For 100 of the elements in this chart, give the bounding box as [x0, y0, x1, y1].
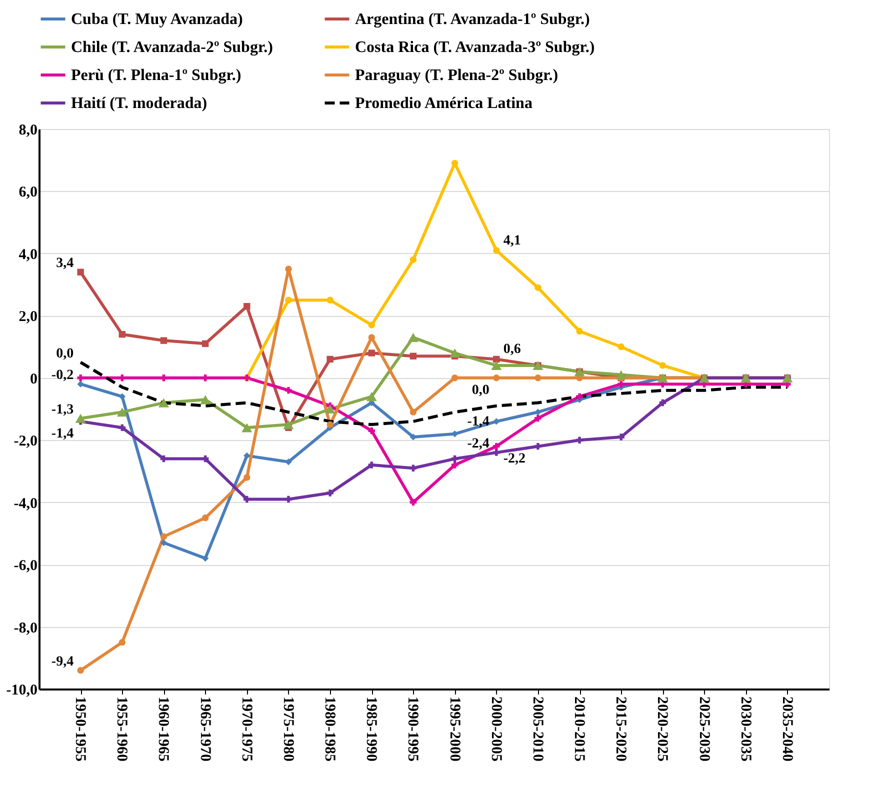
x-tick-label: 2010-2015 — [571, 696, 588, 762]
point — [118, 374, 126, 382]
y-tick-label: -8,0 — [14, 620, 38, 636]
data-label: -1,3 — [51, 402, 74, 418]
x-tick-label: 1970-1975 — [238, 696, 254, 762]
y-tick-label: -10,0 — [6, 682, 38, 698]
point — [368, 334, 375, 341]
point — [118, 638, 126, 646]
point — [534, 408, 542, 416]
x-tick-label: 1960-1965 — [155, 696, 172, 762]
point — [410, 352, 417, 360]
y-tick-label: 0 — [30, 371, 38, 388]
point — [77, 374, 84, 382]
point — [410, 498, 417, 506]
point — [116, 408, 128, 417]
point — [410, 256, 417, 264]
point — [244, 302, 250, 310]
point — [77, 666, 84, 674]
data-label: 4,1 — [503, 233, 521, 248]
point — [118, 330, 126, 338]
point — [576, 436, 583, 444]
point — [659, 362, 666, 369]
annotation: 0,0 — [56, 346, 74, 362]
data-label: -2,2 — [503, 451, 526, 466]
x-tick-label: 2035-2040 — [778, 696, 795, 762]
point — [534, 284, 542, 292]
y-tick-label: 6,0 — [18, 184, 38, 201]
y-tick-label: 8,0 — [18, 122, 38, 138]
point — [534, 374, 542, 382]
data-label: 0,0 — [472, 382, 490, 398]
legend-label: Argentina (T. Avanzada-1º Subgr.) — [355, 11, 590, 28]
point — [368, 350, 375, 356]
point — [202, 554, 209, 562]
point — [493, 418, 500, 425]
point — [285, 496, 292, 503]
x-tick-label: 1980-1985 — [322, 696, 338, 762]
point — [368, 427, 375, 434]
point — [285, 458, 292, 466]
point — [160, 455, 168, 462]
point — [408, 332, 418, 342]
x-tick-label: 2020-2025 — [654, 696, 670, 762]
y-tick-label: -2,0 — [14, 434, 38, 450]
legend-label: Paraguay (T. Plena-2º Subgr.) — [355, 67, 558, 84]
point — [410, 408, 417, 416]
point — [202, 340, 209, 348]
point — [534, 414, 542, 422]
legend-label: Costa Rica (T. Avanzada-3º Subgr.) — [355, 39, 595, 56]
x-tick-label: 1985-1990 — [363, 696, 380, 762]
point — [77, 268, 84, 276]
x-tick-label: 2005-2010 — [529, 696, 546, 762]
point — [285, 296, 292, 304]
point — [410, 464, 417, 472]
point — [326, 421, 334, 428]
point — [368, 322, 375, 328]
point — [326, 490, 334, 496]
x-tick-label: 1965-1970 — [196, 696, 213, 762]
y-tick-label: 2,0 — [18, 309, 38, 326]
data-label: -0,2 — [51, 368, 74, 384]
point — [451, 462, 458, 468]
data-label: 0,6 — [503, 342, 521, 358]
point — [285, 386, 292, 394]
legend-label: Haití (T. moderada) — [71, 95, 208, 112]
legend-label: Promedio América Latina — [355, 95, 532, 112]
point — [534, 442, 542, 450]
point — [659, 399, 666, 406]
data-label: -2,4 — [467, 436, 490, 452]
point — [493, 449, 500, 456]
point — [242, 423, 252, 432]
point — [77, 380, 84, 388]
legend-label: Chile (T. Avanzada-2º Subgr.) — [71, 39, 273, 56]
point — [618, 434, 624, 440]
point — [202, 514, 209, 522]
x-tick-label: 1975-1980 — [280, 696, 296, 762]
x-tick-label: 2000-2005 — [488, 696, 504, 762]
y-tick-label: -4,0 — [14, 496, 38, 512]
point — [368, 462, 375, 468]
x-tick-label: 1990-1995 — [404, 696, 421, 762]
point — [202, 374, 209, 382]
point — [451, 455, 458, 462]
point — [366, 392, 377, 402]
point — [244, 496, 250, 503]
data-label: -1,4 — [467, 414, 490, 430]
point — [118, 424, 126, 432]
point — [202, 455, 209, 462]
point — [616, 370, 626, 380]
point — [285, 266, 292, 272]
data-label: -1,4 — [51, 426, 74, 442]
point — [160, 374, 168, 382]
point — [200, 395, 211, 404]
x-tick-label: 1955-1960 — [114, 696, 130, 762]
point — [491, 360, 502, 370]
point — [326, 356, 334, 363]
point — [160, 533, 168, 540]
legend-label: Cuba (T. Muy Avanzada) — [71, 11, 243, 28]
data-label: -9,4 — [51, 654, 74, 670]
point — [118, 393, 126, 400]
point — [160, 539, 168, 546]
point — [158, 398, 169, 408]
x-tick-label: 2015-2020 — [612, 696, 629, 762]
point — [244, 474, 250, 481]
